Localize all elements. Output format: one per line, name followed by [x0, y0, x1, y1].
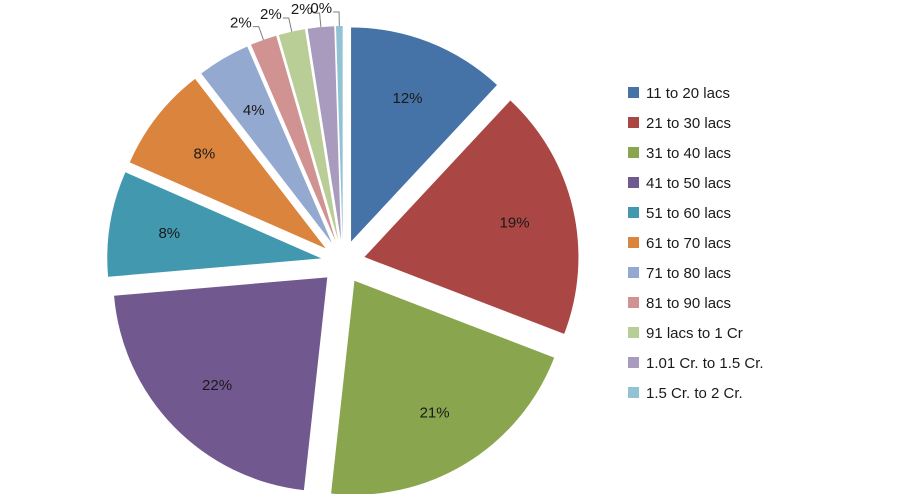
leader-line-8 [252, 26, 264, 40]
legend-swatch-1 [628, 87, 639, 98]
pie-slice-3 [331, 280, 555, 494]
legend-label-10: 1.01 Cr. to 1.5 Cr. [646, 355, 764, 372]
legend-label-2: 21 to 30 lacs [646, 115, 731, 132]
slice-label-7: 4% [243, 102, 265, 119]
slice-label-11: 0% [310, 0, 332, 17]
slice-label-1: 12% [392, 90, 422, 107]
legend-swatch-6 [628, 237, 639, 248]
slice-label-9: 2% [260, 6, 282, 23]
slice-label-10: 2% [291, 1, 313, 18]
pie-slice-10 [307, 26, 341, 241]
slice-label-4: 22% [202, 377, 232, 394]
pie-slice-8 [250, 35, 336, 242]
legend-swatch-10 [628, 357, 639, 368]
pie-slice-5 [107, 172, 322, 277]
legend-label-1: 11 to 20 lacs [646, 85, 730, 102]
legend-label-3: 31 to 40 lacs [646, 145, 731, 162]
pie-slice-6 [129, 78, 326, 249]
legend-swatch-3 [628, 147, 639, 158]
legend-swatch-4 [628, 177, 639, 188]
legend-label-11: 1.5 Cr. to 2 Cr. [646, 385, 743, 402]
pie-slices [107, 26, 579, 494]
slice-label-3: 21% [420, 404, 450, 421]
legend-swatch-2 [628, 117, 639, 128]
legend-label-5: 51 to 60 lacs [646, 205, 731, 222]
legend-label-4: 41 to 50 lacs [646, 175, 731, 192]
slice-label-6: 8% [194, 145, 216, 162]
legend-label-6: 61 to 70 lacs [646, 235, 731, 252]
pie-slice-7 [201, 46, 332, 244]
legend-swatch-7 [628, 267, 639, 278]
slice-label-2: 19% [500, 214, 530, 231]
leader-line-11 [333, 11, 340, 27]
pie-slice-1 [351, 27, 497, 242]
legend: 11 to 20 lacs 21 to 30 lacs 31 to 40 lacs 4… [628, 85, 764, 402]
pie-slice-2 [364, 100, 579, 334]
leader-line-9 [282, 17, 293, 32]
pie-slice-11 [335, 26, 343, 241]
legend-label-8: 81 to 90 lacs [646, 295, 731, 312]
legend-swatch-8 [628, 297, 639, 308]
legend-swatch-9 [628, 327, 639, 338]
slice-label-8: 2% [230, 15, 252, 32]
legend-swatch-11 [628, 387, 639, 398]
pie-slice-9 [278, 29, 339, 241]
pie-slice-4 [114, 277, 328, 491]
legend-label-7: 71 to 80 lacs [646, 265, 731, 282]
leader-line-10 [313, 12, 322, 28]
slice-label-5: 8% [158, 225, 180, 242]
slice-labels: 12%19%21%22%8%8%4%2%2% 2%0% [158, 0, 529, 421]
legend-label-9: 91 lacs to 1 Cr [646, 325, 743, 342]
legend-swatch-5 [628, 207, 639, 218]
